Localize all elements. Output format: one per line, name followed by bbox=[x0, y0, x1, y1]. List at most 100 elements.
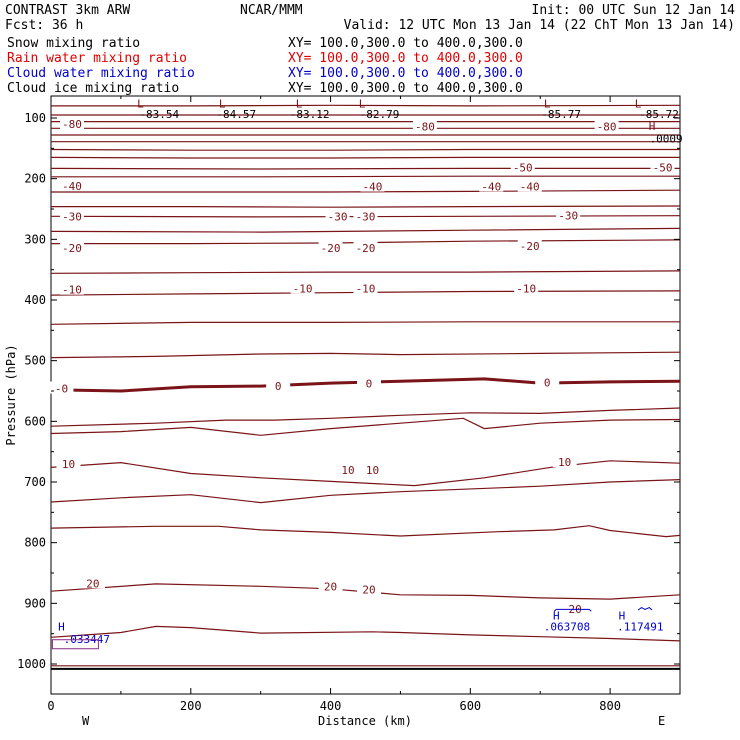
contour-label: 0 bbox=[275, 380, 282, 393]
contour-label: -10 bbox=[62, 284, 82, 297]
field-xy-cloud-water: XY= 100.0,300.0 to 400.0,300.0 bbox=[288, 66, 523, 81]
forecast-hour: Fcst: 36 h bbox=[5, 18, 83, 33]
cloud-outline bbox=[553, 608, 592, 612]
isotherm-line bbox=[51, 104, 681, 107]
y-tick-label: 600 bbox=[24, 414, 46, 428]
contour-label: 20 bbox=[324, 580, 337, 593]
plot-frame bbox=[50, 95, 681, 695]
contour-label-bg bbox=[80, 576, 105, 589]
y-tick-label: 200 bbox=[24, 172, 46, 186]
contour-label-bg bbox=[563, 601, 588, 614]
y-axis-label: Pressure (hPa) bbox=[4, 344, 18, 445]
field-xy-rain: XY= 100.0,300.0 to 400.0,300.0 bbox=[288, 51, 523, 66]
extremum-marker: L bbox=[359, 98, 366, 111]
x-tick-label: 400 bbox=[320, 699, 342, 713]
contour-label-bg bbox=[59, 178, 84, 191]
contour-label: -10 bbox=[356, 282, 376, 295]
extremum-marker: L bbox=[544, 98, 551, 111]
center-name: NCAR/MMM bbox=[240, 3, 303, 18]
isotherm-line bbox=[50, 525, 681, 538]
contour-label: -80 bbox=[597, 120, 617, 133]
contour-label: -50 bbox=[653, 162, 673, 175]
contour-label-bg bbox=[517, 239, 542, 252]
contour-label-bg bbox=[56, 456, 81, 469]
isotherm-line bbox=[50, 321, 680, 325]
y-tick-label: 400 bbox=[24, 293, 46, 307]
extremum-value: -83.12 bbox=[290, 108, 330, 121]
x-tick-label: 200 bbox=[180, 699, 202, 713]
contour-label-bg bbox=[594, 119, 619, 132]
contour-label: -0 bbox=[55, 383, 68, 396]
isotherm-line bbox=[50, 290, 681, 296]
contour-label-bg bbox=[59, 117, 84, 130]
cloud-outline bbox=[637, 606, 653, 611]
contour-label: -10 bbox=[293, 282, 313, 295]
model-title: CONTRAST 3km ARW bbox=[5, 3, 130, 18]
isotherm-line bbox=[50, 625, 681, 642]
x-axis-label: Distance (km) bbox=[318, 714, 412, 728]
extremum-value: -85.77 bbox=[541, 108, 581, 121]
contour-label-bg bbox=[59, 209, 84, 222]
extrema-markers: L-83.54L-84.57L-83.12L-82.79L-85.77L-85.… bbox=[51, 98, 683, 650]
contour-label-bg bbox=[412, 119, 437, 132]
contour-label-bg bbox=[552, 454, 577, 467]
cloud-maximum-marker: H bbox=[553, 610, 560, 623]
contour-label: -10 bbox=[516, 282, 536, 295]
extremum-marker: H bbox=[649, 120, 656, 133]
y-tick-label: 900 bbox=[24, 596, 46, 610]
contour-label: 10 bbox=[366, 464, 379, 477]
east-label: E bbox=[658, 714, 665, 728]
contour-label: -30 bbox=[558, 210, 578, 223]
contour-label: -40 bbox=[363, 181, 383, 194]
extremum-marker: L bbox=[635, 98, 642, 111]
x-tick-label: 0 bbox=[47, 699, 54, 713]
y-tick-label: 300 bbox=[24, 232, 46, 246]
contour-label: 10 bbox=[558, 456, 571, 469]
cloud-maximum-value: .117491 bbox=[617, 621, 663, 634]
y-tick-label: 500 bbox=[24, 354, 46, 368]
y-tick-label: 800 bbox=[24, 536, 46, 550]
contour-label-bg bbox=[353, 281, 378, 294]
contour-label-bg bbox=[356, 582, 381, 595]
x-tick-label: 600 bbox=[459, 699, 481, 713]
contour-label-bg bbox=[514, 281, 539, 294]
contour-label-bg bbox=[360, 462, 385, 475]
contour-label: -40 bbox=[481, 181, 501, 194]
contour-label: -20 bbox=[62, 242, 82, 255]
contour-label: 10 bbox=[341, 464, 354, 477]
extremum-value: .0009 bbox=[649, 132, 682, 145]
isotherm-line bbox=[50, 227, 681, 233]
isotherm-line bbox=[50, 270, 681, 274]
contour-label-bg bbox=[49, 381, 74, 394]
isotherm-line bbox=[50, 156, 680, 159]
contour-label-bg bbox=[325, 209, 350, 222]
contour-label-bg bbox=[356, 376, 381, 389]
contour-label: -40 bbox=[520, 181, 540, 194]
contour-labels: -80 -80 -80 -50 -50 -40 -40 -40 -40 -30 -30 -30 -30 -… bbox=[49, 117, 675, 616]
contour-label: -30 bbox=[356, 210, 376, 223]
contour-label-bg bbox=[336, 462, 361, 475]
isotherm-line bbox=[50, 460, 681, 487]
contour-label: -20 bbox=[356, 242, 376, 255]
isotherm-line bbox=[51, 175, 680, 178]
extremum-value: -84.57 bbox=[216, 108, 256, 121]
field-name-cloud-water: Cloud water mixing ratio bbox=[7, 66, 195, 81]
isotherm-line bbox=[51, 205, 681, 208]
cloud-maximum-marker: H bbox=[58, 621, 65, 634]
field-name-snow: Snow mixing ratio bbox=[7, 36, 140, 51]
contour-label-bg bbox=[59, 282, 84, 295]
contour-label: -30 bbox=[62, 210, 82, 223]
contour-label-bg bbox=[266, 379, 291, 392]
y-tick-label: 100 bbox=[24, 111, 46, 125]
cloud-outline bbox=[51, 639, 99, 650]
west-label: W bbox=[82, 714, 90, 728]
y-tick-label: 700 bbox=[24, 475, 46, 489]
contour-label-bg bbox=[318, 579, 343, 592]
x-axis-ticks: 0 200 400 600 800 bbox=[47, 96, 681, 713]
contour-label: -20 bbox=[321, 242, 341, 255]
contour-label: 10 bbox=[62, 458, 75, 471]
extremum-value: -85.72 bbox=[639, 108, 679, 121]
contour-label: -40 bbox=[62, 180, 82, 193]
contour-label: -20 bbox=[520, 240, 540, 253]
